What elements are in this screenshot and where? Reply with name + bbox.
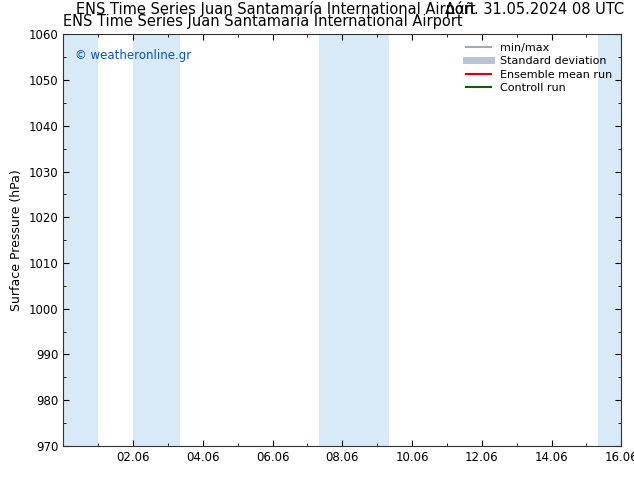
Bar	[133, 34, 179, 446]
Bar	[63, 34, 98, 446]
Y-axis label: Surface Pressure (hPa): Surface Pressure (hPa)	[10, 169, 23, 311]
Bar	[179, 34, 319, 446]
Text: ENS Time Series Juan Santamaría International Airport: ENS Time Series Juan Santamaría Internat…	[75, 1, 476, 17]
Text: © weatheronline.gr: © weatheronline.gr	[75, 49, 191, 62]
Bar	[319, 34, 342, 446]
Legend: min/max, Standard deviation, Ensemble mean run, Controll run: min/max, Standard deviation, Ensemble me…	[462, 39, 616, 98]
Text: Δάñ. 31.05.2024 08 UTC: Δάñ. 31.05.2024 08 UTC	[445, 2, 624, 17]
Bar	[389, 34, 598, 446]
Bar	[342, 34, 389, 446]
Bar	[98, 34, 133, 446]
Text: ENS Time Series Juan Santamaría International Airport: ENS Time Series Juan Santamaría Internat…	[63, 13, 463, 29]
Bar	[598, 34, 621, 446]
